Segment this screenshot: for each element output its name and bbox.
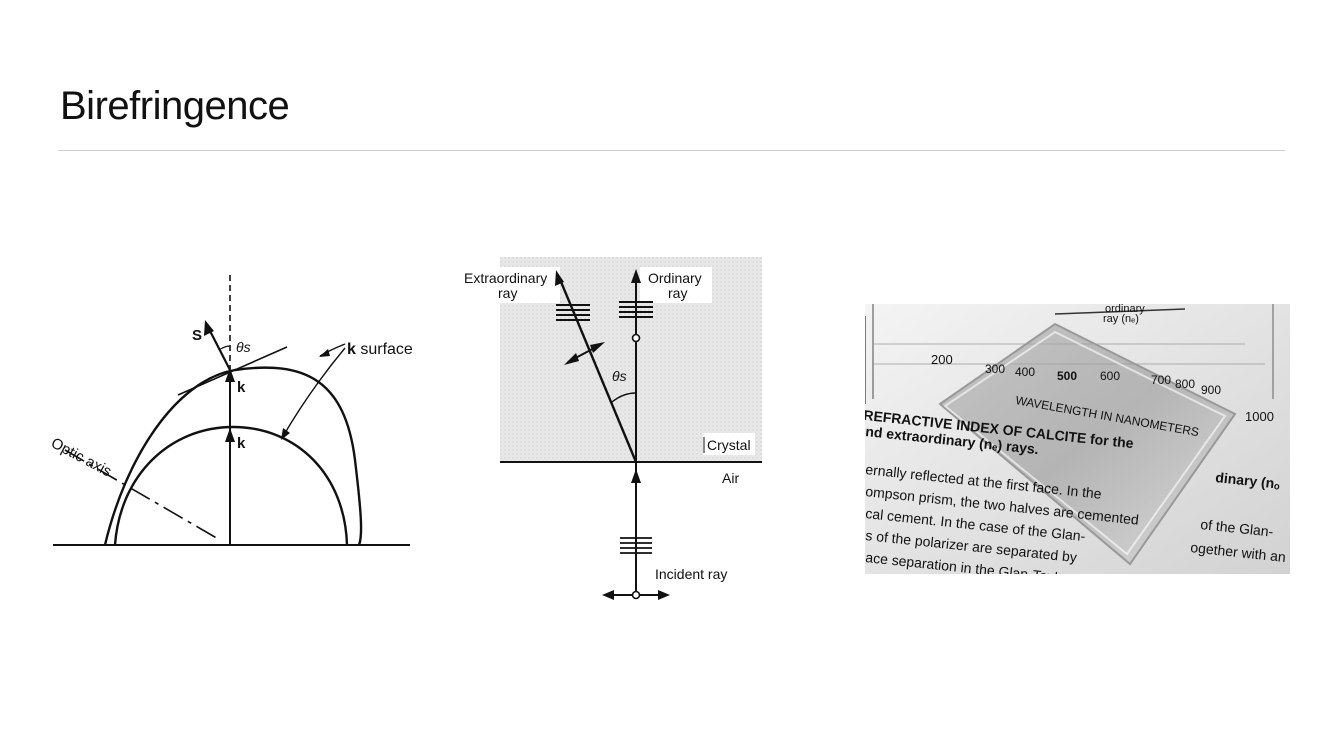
extraordinary-polarization-lines xyxy=(556,304,590,321)
title-divider xyxy=(58,150,1285,151)
k-outer-arrowhead xyxy=(225,368,235,382)
ray-label-1: ordinary xyxy=(1105,304,1145,315)
label-theta-s: θs xyxy=(612,368,627,384)
label-extraordinary-ray: ray xyxy=(498,285,517,301)
axis-200: 200 xyxy=(931,352,953,367)
right-bold-text: dinary (nₒ xyxy=(1215,469,1281,492)
tangent-line xyxy=(177,346,288,396)
k-surface-diagram: S θs k surface k k Optic axis xyxy=(48,275,413,546)
label-s: S xyxy=(192,327,202,344)
tick-400: 400 xyxy=(1015,365,1035,379)
tick-600: 600 xyxy=(1100,369,1120,383)
ordinary-dot xyxy=(631,333,641,343)
s-arrowhead xyxy=(204,320,214,336)
tick-300: 300 xyxy=(985,362,1005,376)
label-k-outer: k xyxy=(237,379,246,396)
label-ordinary: Ordinary xyxy=(648,270,702,286)
label-k-surface: k surface xyxy=(347,341,413,358)
label-air: Air xyxy=(722,470,739,486)
label-optic-axis: Optic axis xyxy=(48,435,114,481)
calcite-crystal-photo: 200 1000 ordinary ray (nₑ) 300 400 500 6… xyxy=(865,304,1290,574)
incident-dot xyxy=(631,590,641,600)
label-k-inner: k xyxy=(237,435,246,452)
outer-k-surface xyxy=(103,366,363,546)
extraordinary-ray xyxy=(557,276,638,463)
ray-label-2: ray (nₑ) xyxy=(1103,313,1139,325)
ordinary-polarization-lines xyxy=(619,301,653,318)
slide-title: Birefringence xyxy=(60,84,290,128)
label-incident-ray: Incident ray xyxy=(655,566,727,582)
right-text-2: of the Glan- xyxy=(1200,516,1275,540)
k-surface-pointer-2 xyxy=(281,347,346,439)
label-extraordinary: Extraordinary xyxy=(464,270,547,286)
tick-900: 900 xyxy=(1201,383,1221,397)
tick-700: 700 xyxy=(1151,373,1171,387)
label-theta-s: θs xyxy=(236,339,251,355)
theta-arc xyxy=(611,392,637,403)
axis-1000: 1000 xyxy=(1245,409,1274,424)
tick-500: 500 xyxy=(1057,369,1077,383)
theta-arc xyxy=(218,345,231,351)
optic-axis-line xyxy=(64,449,221,541)
label-crystal: Crystal xyxy=(707,437,751,453)
tick-800: 800 xyxy=(1175,377,1195,391)
crystal-refraction-diagram: Extraordinary ray Ordinary ray θs Crysta… xyxy=(460,257,762,600)
label-surface: surface xyxy=(356,341,413,358)
label-k-bold: k xyxy=(347,341,356,358)
label-ordinary-ray: ray xyxy=(668,285,687,301)
inner-k-surface xyxy=(113,425,349,546)
k-inner-arrowhead xyxy=(225,428,235,442)
incident-polarization-lines xyxy=(620,537,652,554)
